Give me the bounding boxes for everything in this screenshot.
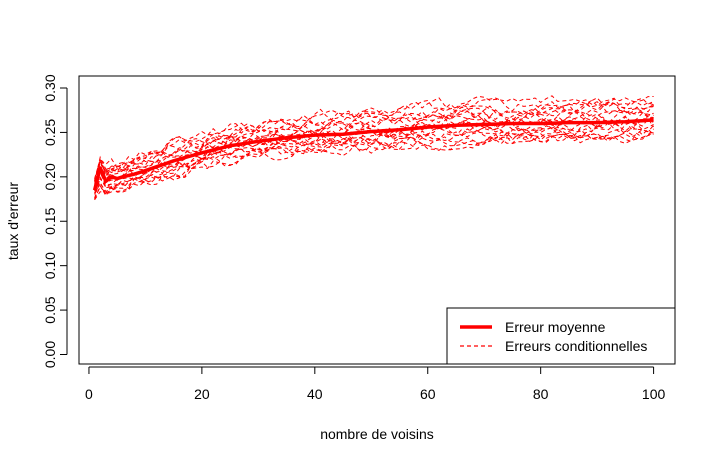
x-tick-label: 20 [194,386,210,402]
series-line-conditional-error [94,95,654,180]
x-axis-title: nombre de voisins [320,426,434,442]
x-tick-label: 0 [85,386,93,402]
series-line-conditional-error [94,133,654,200]
x-tick-label: 60 [420,386,436,402]
series-line-conditional-error [94,112,654,192]
legend: Erreur moyenne Erreurs conditionnelles [446,307,676,365]
x-tick-label: 80 [533,386,549,402]
legend-label-mean-error: Erreur moyenne [505,319,606,335]
legend-box [446,307,676,365]
series-line-conditional-error [94,106,654,182]
y-tick-label: 0.30 [42,74,58,101]
series-line-conditional-error [94,128,654,194]
x-tick-label: 100 [642,386,666,402]
series-line-conditional-error [94,101,654,188]
y-tick-label: 0.05 [42,296,58,323]
series-line-conditional-error [94,120,654,199]
y-tick-label: 0.25 [42,119,58,146]
series-line-mean-error [92,118,654,191]
y-tick-label: 0.00 [42,341,58,368]
legend-label-conditional-errors: Erreurs conditionnelles [505,338,647,354]
conditional-errors-group [94,95,655,201]
series-line-conditional-error [94,119,654,195]
y-axis-title: taux d'erreur [5,182,21,260]
x-axis: 0 20 40 60 80 100 [85,366,666,402]
series-line-conditional-error [94,118,655,191]
series-line-conditional-error [94,97,654,179]
x-tick-label: 40 [307,386,323,402]
plot-box [78,75,676,365]
y-tick-label: 0.20 [42,163,58,190]
y-tick-label: 0.15 [42,207,58,234]
series-line-conditional-error [94,106,654,182]
y-axis: 0.00 0.05 0.10 0.15 0.20 0.25 0.30 [42,74,68,368]
y-tick-label: 0.10 [42,252,58,279]
series-line-conditional-error [94,96,654,184]
series-line-conditional-error [94,97,654,182]
series-line-conditional-error [94,126,654,195]
